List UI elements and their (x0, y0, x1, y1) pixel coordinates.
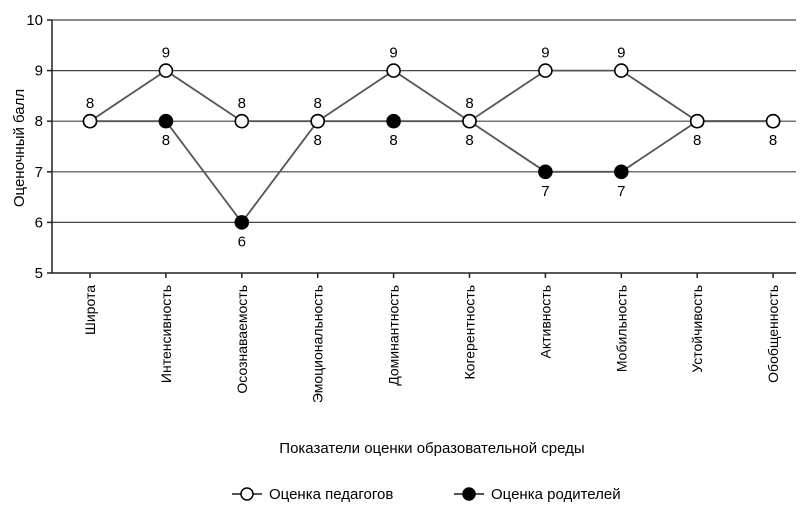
data-labels: 8 9 8 8 9 8 9 9 8 6 8 8 8 7 7 8 8 (86, 45, 777, 251)
data-label-s1-1: 8 (162, 132, 170, 149)
y-tick-label-9: 9 (35, 63, 43, 80)
data-point-s0-4 (386, 63, 401, 78)
y-tick-label-5: 5 (35, 265, 43, 282)
series-line-0 (89, 69, 774, 123)
data-label-s0-2: 8 (238, 95, 246, 112)
data-point-s0-6 (538, 63, 553, 78)
legend-marker-filled (462, 487, 476, 501)
series-lines (89, 69, 774, 224)
x-category-label-3: Эмоциональность (310, 285, 326, 403)
x-category-label-1: Интенсивность (158, 285, 174, 383)
x-axis-label: Показатели оценки образовательной среды (279, 440, 584, 457)
data-point-s1-7 (613, 164, 629, 180)
data-label-s1-3: 8 (314, 132, 322, 149)
x-category-label-7: Мобильность (613, 285, 629, 372)
y-tick-label-8: 8 (35, 113, 43, 130)
data-point-s0-1 (158, 63, 174, 78)
data-point-s1-1 (158, 113, 174, 129)
x-category-label-5: Когерентность (462, 285, 478, 379)
data-point-s0-3 (310, 113, 326, 129)
data-point-s0-2 (234, 113, 250, 129)
axes: 5 6 7 8 9 10 Широта Интенсивность Осознаваемость… (26, 12, 796, 403)
data-label-s1-2: 6 (238, 233, 246, 250)
data-point-s0-5 (462, 113, 477, 129)
data-label-s0-5: 8 (465, 95, 473, 112)
legend-label-teachers: Оценка педагогов (269, 486, 393, 503)
legend-item-parents: Оценка родителей (454, 486, 621, 503)
x-category-label-9: Обобщенность (765, 285, 781, 383)
legend-item-teachers: Оценка педагогов (232, 486, 393, 503)
data-label-s0-0: 8 (86, 95, 94, 112)
data-point-s0-8 (689, 113, 705, 129)
legend-label-parents: Оценка родителей (491, 486, 621, 503)
data-point-s1-4 (386, 113, 401, 129)
y-axis-label: Оценочный балл (11, 89, 28, 207)
data-label-s0-3: 8 (314, 95, 322, 112)
x-category-label-6: Активность (537, 285, 553, 359)
data-point-s0-7 (613, 63, 629, 78)
data-label-s0-1: 9 (162, 45, 170, 62)
data-label-s1-4: 8 (389, 132, 397, 149)
x-category-label-4: Доминантность (386, 285, 402, 386)
data-label-s0-7: 9 (617, 45, 625, 62)
y-tick-label-7: 7 (35, 164, 43, 181)
data-point-s0-9 (765, 113, 781, 129)
data-label-s1-7: 7 (617, 183, 625, 200)
data-label-s1-5: 8 (465, 132, 473, 149)
y-tick-label-6: 6 (35, 214, 43, 231)
x-category-label-8: Устойчивость (689, 285, 705, 373)
data-markers (82, 63, 781, 230)
legend: Оценка педагогов Оценка родителей (232, 486, 621, 503)
data-point-s0-0 (82, 113, 98, 129)
data-label-s0-4: 9 (389, 45, 397, 62)
data-point-s1-2 (234, 215, 250, 230)
legend-marker-open (240, 487, 254, 501)
x-category-label-0: Широта (82, 285, 98, 335)
data-label-s1-8: 8 (693, 132, 701, 149)
series-line-1 (90, 120, 774, 224)
data-label-s1-6: 7 (541, 183, 549, 200)
data-label-s1-9: 8 (769, 132, 777, 149)
data-point-s1-6 (538, 164, 553, 180)
y-tick-label-10: 10 (26, 12, 43, 29)
data-label-s0-6: 9 (541, 45, 549, 62)
x-category-label-2: Осознаваемость (234, 285, 250, 394)
